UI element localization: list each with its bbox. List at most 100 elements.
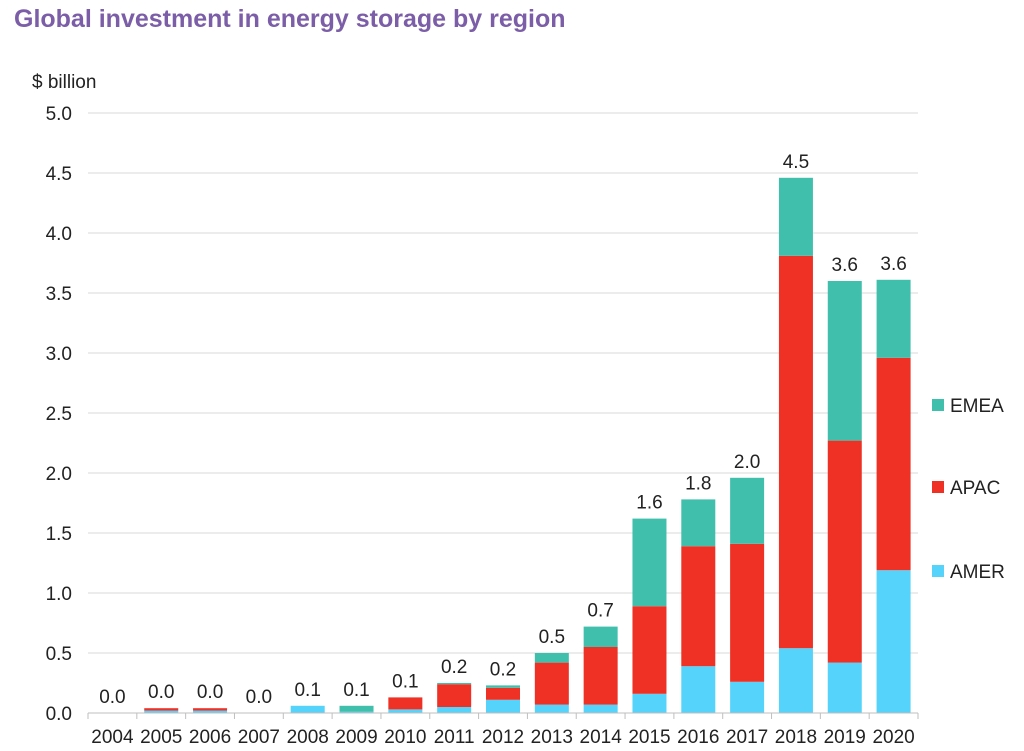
bar-segment-amer-2020 bbox=[876, 570, 911, 713]
legend-item-emea: EMEA bbox=[932, 396, 1004, 417]
total-label: 0.1 bbox=[392, 671, 418, 692]
bar-segment-apac-2020 bbox=[876, 357, 911, 571]
total-label: 2.0 bbox=[734, 452, 760, 473]
total-label: 3.6 bbox=[880, 254, 906, 275]
legend-item-amer: AMER bbox=[932, 562, 1005, 583]
y-tick-label: 5.0 bbox=[46, 104, 72, 125]
bar-segment-apac-2014 bbox=[583, 647, 618, 705]
x-tick-label: 2005 bbox=[140, 727, 182, 748]
bar-segment-amer-2018 bbox=[778, 648, 813, 713]
bar-segment-amer-2011 bbox=[437, 707, 472, 713]
legend-item-apac: APAC bbox=[932, 478, 1000, 499]
legend-label: AMER bbox=[950, 562, 1005, 583]
x-tick-label: 2016 bbox=[677, 727, 719, 748]
bar-segment-amer-2010 bbox=[388, 709, 423, 713]
x-tick-label: 2020 bbox=[872, 727, 914, 748]
bar-segment-emea-2013 bbox=[534, 653, 569, 663]
bar-segment-apac-2005 bbox=[144, 708, 179, 711]
bar-segment-apac-2012 bbox=[486, 687, 520, 700]
bar-segment-apac-2010 bbox=[388, 697, 423, 710]
x-tick-label: 2011 bbox=[434, 727, 475, 748]
bar-segment-amer-2008 bbox=[290, 705, 325, 713]
bar-segment-amer-2015 bbox=[632, 693, 667, 713]
total-label: 1.8 bbox=[685, 473, 711, 494]
x-tick-label: 2012 bbox=[482, 727, 524, 748]
bar-segment-amer-2019 bbox=[827, 662, 862, 713]
total-label: 0.0 bbox=[197, 682, 223, 703]
bar-segment-emea-2018 bbox=[778, 177, 813, 256]
bar-segment-emea-2019 bbox=[827, 281, 862, 441]
bar-segment-amer-2014 bbox=[583, 704, 618, 713]
bar-segment-amer-2017 bbox=[730, 681, 765, 713]
bar-segment-emea-2016 bbox=[681, 499, 716, 547]
bar-segment-emea-2020 bbox=[876, 279, 911, 358]
bar-segment-amer-2012 bbox=[486, 699, 520, 713]
x-tick-label: 2015 bbox=[628, 727, 670, 748]
legend: EMEA APAC AMER bbox=[932, 396, 1005, 583]
total-label: 0.0 bbox=[246, 687, 272, 708]
bars: 0.0 0.0 0.0 0.0 0.1 0.1 0.1 0.2 0.2 0.5 0.7 1.6 1.8 2… bbox=[99, 152, 911, 713]
bar-segment-apac-2018 bbox=[778, 255, 813, 649]
y-axis-label: $ billion bbox=[32, 72, 96, 93]
x-tick-label: 2014 bbox=[580, 727, 623, 748]
total-label: 0.2 bbox=[490, 659, 516, 680]
total-label: 4.5 bbox=[783, 152, 809, 173]
y-tick-label: 1.0 bbox=[46, 584, 72, 605]
bar-segment-apac-2011 bbox=[437, 684, 472, 707]
legend-swatch bbox=[932, 399, 944, 411]
x-tick-label: 2013 bbox=[531, 727, 573, 748]
bar-segment-emea-2012 bbox=[486, 685, 520, 688]
legend-swatch bbox=[932, 565, 944, 577]
y-tick-label: 3.5 bbox=[46, 284, 72, 305]
y-tick-label: 2.0 bbox=[46, 464, 72, 485]
bar-segment-apac-2015 bbox=[632, 606, 667, 694]
bar-segment-emea-2014 bbox=[583, 626, 618, 647]
bar-segment-amer-2006 bbox=[193, 710, 228, 713]
x-tick-label: 2018 bbox=[775, 727, 817, 748]
total-label: 0.5 bbox=[539, 627, 565, 648]
total-label: 0.1 bbox=[343, 680, 369, 701]
bar-segment-apac-2017 bbox=[730, 543, 765, 682]
bar-segment-apac-2019 bbox=[827, 440, 862, 663]
bar-segment-amer-2013 bbox=[534, 704, 569, 713]
bar-segment-apac-2016 bbox=[681, 546, 716, 667]
legend-swatch bbox=[932, 481, 944, 493]
bar-segment-amer-2009 bbox=[339, 711, 374, 713]
y-tick-label: 3.0 bbox=[46, 344, 72, 365]
bar-segment-emea-2017 bbox=[730, 477, 765, 544]
total-label: 1.6 bbox=[636, 493, 662, 514]
bar-segment-emea-2015 bbox=[632, 518, 667, 607]
total-label: 0.7 bbox=[587, 601, 613, 622]
total-label: 0.2 bbox=[441, 657, 467, 678]
chart-title: Global investment in energy storage by r… bbox=[14, 5, 566, 33]
y-tick-label: 0.0 bbox=[46, 704, 72, 725]
legend-label: EMEA bbox=[950, 396, 1004, 417]
x-tick-label: 2009 bbox=[335, 727, 377, 748]
y-tick-label: 0.5 bbox=[46, 644, 72, 665]
y-tick-labels: 0.0 0.5 1.0 1.5 2.0 2.5 3.0 3.5 4.0 4.5 5.0 bbox=[46, 104, 72, 725]
x-tick-label: 2007 bbox=[238, 727, 280, 748]
bar-segment-apac-2006 bbox=[193, 708, 228, 711]
bar-segment-emea-2011 bbox=[437, 683, 472, 685]
x-tick-label: 2017 bbox=[726, 727, 768, 748]
y-tick-label: 4.0 bbox=[46, 224, 72, 245]
total-label: 0.1 bbox=[294, 680, 320, 701]
x-tick-label: 2010 bbox=[384, 727, 426, 748]
y-tick-label: 1.5 bbox=[46, 524, 72, 545]
bar-segment-amer-2016 bbox=[681, 666, 716, 713]
x-tick-label: 2004 bbox=[91, 727, 134, 748]
y-tick-label: 4.5 bbox=[46, 164, 72, 185]
gridlines bbox=[88, 112, 918, 654]
bar-segment-emea-2009 bbox=[339, 705, 374, 712]
total-label: 0.0 bbox=[99, 687, 125, 708]
bar-segment-amer-2005 bbox=[144, 710, 179, 713]
bar-segment-apac-2013 bbox=[534, 662, 569, 705]
total-label: 0.0 bbox=[148, 682, 174, 703]
x-tick-label: 2019 bbox=[824, 727, 866, 748]
x-tick-label: 2008 bbox=[287, 727, 329, 748]
y-tick-label: 2.5 bbox=[46, 404, 72, 425]
x-axis: 2004 2005 2006 2007 2008 2009 2010 2011 2012 2013… bbox=[87, 712, 919, 748]
total-label: 3.6 bbox=[832, 255, 858, 276]
x-tick-label: 2006 bbox=[189, 727, 231, 748]
